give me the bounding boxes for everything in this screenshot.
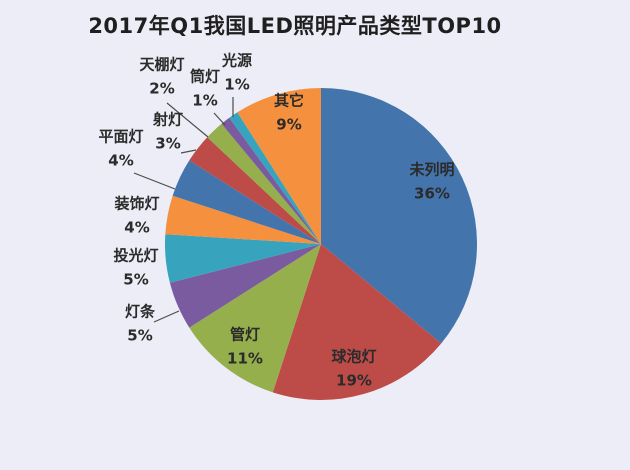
slice-label-name: 射灯	[152, 110, 184, 129]
pie-slice-label-射灯: 射灯 3%	[152, 110, 184, 153]
pie-slice-label-光源: 光源 1%	[221, 51, 253, 94]
pie-slice-label-灯条: 灯条 5%	[124, 302, 156, 345]
slice-label-name: 平面灯	[98, 127, 144, 146]
slice-label-name: 投光灯	[113, 246, 159, 265]
pie-slice-未列明	[321, 87, 478, 344]
pie-slice-label-管灯: 管灯 11%	[227, 325, 263, 368]
slice-label-percent: 1%	[224, 75, 250, 94]
slice-label-name: 光源	[221, 51, 253, 70]
slice-label-name: 天棚灯	[139, 55, 185, 74]
slice-label-percent: 36%	[414, 184, 450, 203]
slice-label-name: 管灯	[229, 325, 260, 344]
slice-label-percent: 1%	[192, 91, 218, 110]
slice-label-name: 灯条	[124, 302, 156, 321]
pie-slice-label-投光灯: 投光灯 5%	[113, 246, 159, 289]
slice-label-percent: 4%	[108, 151, 134, 170]
pie-slice-平面灯	[172, 160, 321, 244]
slice-label-name: 未列明	[409, 160, 455, 179]
leader-line-射灯	[180, 149, 197, 154]
pie-slice-光源	[229, 112, 321, 244]
pie-slice-筒灯	[221, 117, 321, 244]
slice-label-percent: 11%	[227, 349, 263, 368]
pie-slice-label-平面灯: 平面灯 4%	[98, 127, 144, 170]
pie-slice-label-其它: 其它 9%	[273, 91, 305, 134]
slice-label-percent: 5%	[127, 326, 153, 345]
leader-line-灯条	[153, 310, 180, 323]
pie-slice-label-天棚灯: 天棚灯 2%	[139, 55, 185, 98]
leader-line-筒灯	[213, 112, 226, 126]
pie-slice-label-装饰灯: 装饰灯 4%	[114, 194, 160, 237]
slice-label-name: 其它	[273, 91, 305, 110]
chart-title: 2017年Q1我国LED照明产品类型TOP10	[88, 14, 502, 38]
pie-slice-天棚灯	[207, 123, 321, 244]
pie-slice-灯条	[169, 244, 321, 328]
slice-label-name: 球泡灯	[331, 347, 377, 366]
slice-label-name: 装饰灯	[114, 194, 160, 213]
slice-label-percent: 2%	[149, 79, 175, 98]
pie-slice-其它	[237, 87, 321, 244]
slice-label-percent: 3%	[155, 134, 181, 153]
pie-slice-投光灯	[165, 234, 321, 283]
slice-label-percent: 4%	[124, 218, 150, 237]
leader-line-天棚灯	[166, 102, 209, 138]
slice-label-percent: 9%	[276, 115, 302, 134]
pie-slice-射灯	[189, 137, 321, 244]
pie-slice-球泡灯	[272, 244, 442, 400]
slice-label-name: 筒灯	[189, 67, 221, 86]
leader-line-平面灯	[133, 172, 176, 190]
pie-slice-label-球泡灯: 球泡灯 19%	[331, 347, 377, 390]
pie-slice-装饰灯	[165, 195, 321, 244]
pie-slice-label-未列明: 未列明 36%	[409, 160, 455, 203]
pie-slice-管灯	[189, 244, 321, 393]
slice-label-percent: 5%	[123, 270, 149, 289]
slice-label-percent: 19%	[336, 371, 372, 390]
pie-slice-label-筒灯: 筒灯 1%	[189, 67, 221, 110]
